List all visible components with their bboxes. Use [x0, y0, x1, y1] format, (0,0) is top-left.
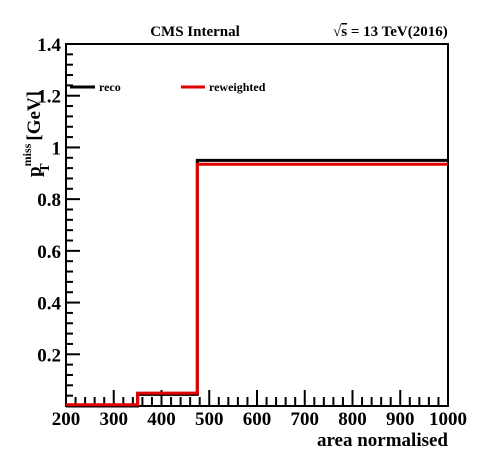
series-reco	[66, 158, 448, 408]
svg-text:pmissT [GeV]: pmiss T [GeV]	[20, 91, 53, 177]
y-axis-title: pmiss T [GeV]	[20, 91, 53, 177]
y-tick-label: 0.6	[37, 242, 61, 263]
x-tick-label: 200	[52, 409, 81, 430]
sqrt-s: s	[341, 24, 347, 40]
y-tick-label: 1.4	[37, 35, 61, 56]
legend-label-reco: reco	[99, 80, 121, 94]
x-axis-ticks	[65, 390, 449, 406]
series-reweighted	[66, 162, 448, 407]
x-axis-title: area normalised	[317, 430, 448, 451]
y-tick-label: 0.4	[37, 294, 61, 315]
header-energy: √s = 13 TeV(2016)	[333, 24, 448, 40]
y-axis-tick-labels: 0.2 0.4 0.6 0.8 1 1.2 1.4	[37, 35, 61, 366]
y-axis-title-main: p	[24, 166, 45, 177]
plot-frame	[65, 43, 449, 407]
x-axis-tick-labels: 200 300 400 500 600 700 800 900 1000	[52, 409, 467, 430]
x-tick-label: 700	[291, 409, 320, 430]
y-axis-title-unit: [GeV]	[24, 91, 45, 145]
y-tick-label: 1.2	[37, 87, 61, 108]
y-axis-title-sub: T	[38, 163, 53, 173]
energy-label: = 13 TeV(2016)	[347, 24, 448, 40]
y-tick-label: 0.8	[37, 190, 61, 211]
svg-text:√s = 13 TeV(2016): √s = 13 TeV(2016)	[333, 24, 448, 40]
y-axis-ticks	[66, 43, 80, 407]
y-tick-label: 1	[52, 138, 62, 159]
legend-label-reweighted: reweighted	[209, 80, 266, 94]
x-tick-label: 500	[195, 409, 224, 430]
x-tick-label: 300	[100, 409, 129, 430]
x-tick-label: 400	[147, 409, 176, 430]
legend: reco reweighted	[70, 80, 266, 94]
sqrt-symbol: √	[333, 24, 342, 40]
x-tick-label: 600	[243, 409, 272, 430]
y-tick-label: 0.2	[37, 345, 61, 366]
x-tick-label: 800	[338, 409, 367, 430]
y-axis-title-sup: miss	[20, 143, 34, 166]
x-tick-label: 1000	[429, 409, 467, 430]
x-tick-label: 900	[386, 409, 415, 430]
header-title: CMS Internal	[150, 24, 240, 40]
series-lines	[66, 158, 448, 408]
